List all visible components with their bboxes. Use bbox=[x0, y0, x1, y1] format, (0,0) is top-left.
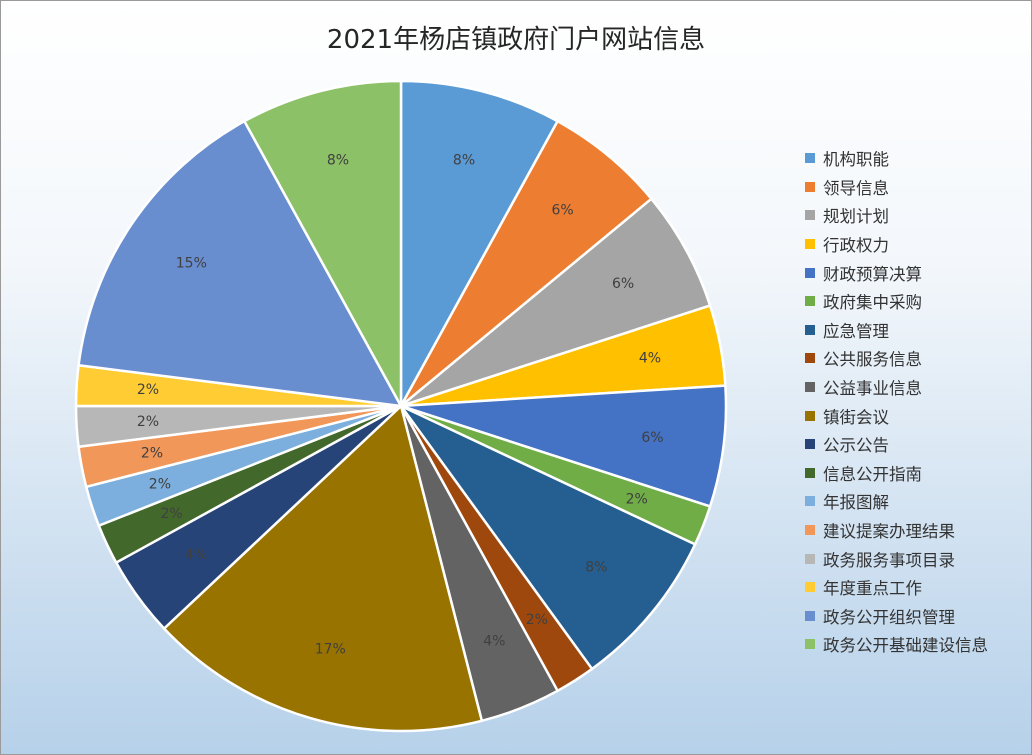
legend-swatch-8 bbox=[805, 382, 815, 393]
legend-item-7: 公共服务信息 bbox=[805, 344, 988, 373]
legend-item-0: 机构职能 bbox=[805, 144, 988, 173]
pie-slice-17 bbox=[243, 79, 403, 408]
pie-slice-9 bbox=[162, 404, 484, 733]
pie-slice-label-14: 2% bbox=[137, 414, 159, 430]
legend-swatch-5 bbox=[805, 296, 815, 307]
legend-swatch-9 bbox=[805, 410, 815, 421]
legend-label-10: 公示公告 bbox=[823, 436, 889, 456]
pie-slice-label-10: 4% bbox=[185, 547, 207, 563]
legend-label-12: 年报图解 bbox=[823, 493, 889, 513]
legend-swatch-4 bbox=[805, 267, 815, 278]
legend-swatch-13 bbox=[805, 525, 815, 536]
pie-slice-16 bbox=[77, 119, 403, 408]
legend-item-2: 规划计划 bbox=[805, 201, 988, 230]
legend-label-7: 公共服务信息 bbox=[823, 350, 922, 370]
pie-slice-label-5: 2% bbox=[626, 491, 648, 507]
pie-slice-label-0: 8% bbox=[453, 152, 475, 168]
legend-label-9: 镇街会议 bbox=[823, 407, 889, 427]
legend-item-5: 政府集中采购 bbox=[805, 287, 988, 316]
pie-slice-label-16: 15% bbox=[176, 256, 207, 272]
pie-slice-label-8: 4% bbox=[483, 634, 505, 650]
chart-title: 2021年杨店镇政府门户网站信息 bbox=[326, 25, 706, 55]
pie-slice-1 bbox=[399, 119, 653, 408]
legend-item-12: 年报图解 bbox=[805, 487, 988, 516]
pie-slice-label-4: 6% bbox=[641, 430, 663, 446]
pie-slice-label-7: 2% bbox=[526, 612, 548, 628]
legend-swatch-2 bbox=[805, 210, 815, 221]
legend-item-17: 政务公开基础建设信息 bbox=[805, 630, 988, 659]
legend-swatch-1 bbox=[805, 181, 815, 192]
legend: 机构职能领导信息规划计划行政权力财政预算决算 政府集中采购 应急管理公共服务信息 公益… bbox=[805, 144, 988, 659]
legend-label-5: 政府集中采购 bbox=[823, 293, 922, 313]
pie-slice-label-9: 17% bbox=[315, 641, 346, 657]
pie-slice-label-13: 2% bbox=[141, 446, 163, 462]
legend-item-8: 公益事业信息 bbox=[805, 373, 988, 402]
legend-swatch-16 bbox=[805, 610, 815, 621]
legend-item-13: 建议提案办理结果 bbox=[805, 516, 988, 545]
pie-slice-label-15: 2% bbox=[137, 382, 159, 398]
pie-slice-0 bbox=[399, 79, 559, 408]
legend-label-4: 财政预算决算 bbox=[823, 264, 922, 284]
legend-item-11: 信息公开指南 bbox=[805, 459, 988, 488]
pie-slice-4 bbox=[399, 384, 728, 508]
legend-label-13: 建议提案办理结果 bbox=[823, 522, 955, 542]
legend-item-16: 政务公开组织管理 bbox=[805, 602, 988, 631]
legend-label-17: 政务公开基础建设信息 bbox=[823, 636, 988, 656]
legend-label-11: 信息公开指南 bbox=[823, 464, 922, 484]
legend-label-2: 规划计划 bbox=[823, 207, 889, 227]
legend-swatch-6 bbox=[805, 324, 815, 335]
pie-slice-2 bbox=[399, 197, 712, 408]
pie-slice-label-1: 6% bbox=[551, 203, 573, 219]
legend-item-6: 应急管理 bbox=[805, 316, 988, 345]
pie-slice-6 bbox=[399, 404, 697, 671]
legend-swatch-12 bbox=[805, 496, 815, 507]
legend-item-4: 财政预算决算 bbox=[805, 258, 988, 287]
legend-label-15: 年度重点工作 bbox=[823, 579, 922, 599]
legend-item-10: 公示公告 bbox=[805, 430, 988, 459]
legend-label-8: 公益事业信息 bbox=[823, 379, 922, 399]
legend-swatch-14 bbox=[805, 553, 815, 564]
pie-slice-label-2: 6% bbox=[612, 276, 634, 292]
legend-label-0: 机构职能 bbox=[823, 150, 889, 170]
legend-item-9: 镇街会议 bbox=[805, 401, 988, 430]
legend-label-1: 领导信息 bbox=[823, 178, 889, 198]
pie-slice-label-3: 4% bbox=[639, 351, 661, 367]
legend-item-14: 政务服务事项目录 bbox=[805, 544, 988, 573]
legend-label-16: 政务公开组织管理 bbox=[823, 607, 955, 627]
legend-item-15: 年度重点工作 bbox=[805, 573, 988, 602]
legend-swatch-15 bbox=[805, 582, 815, 593]
pie-slice-label-17: 8% bbox=[327, 152, 349, 168]
legend-swatch-0 bbox=[805, 153, 815, 164]
pie-slice-label-6: 8% bbox=[585, 560, 607, 576]
legend-label-6: 应急管理 bbox=[823, 321, 889, 341]
legend-item-1: 领导信息 bbox=[805, 173, 988, 202]
pie-slice-label-11: 2% bbox=[161, 506, 183, 522]
legend-swatch-10 bbox=[805, 439, 815, 450]
legend-swatch-7 bbox=[805, 353, 815, 364]
legend-swatch-3 bbox=[805, 239, 815, 250]
legend-label-14: 政务服务事项目录 bbox=[823, 550, 955, 570]
legend-swatch-11 bbox=[805, 467, 815, 478]
legend-swatch-17 bbox=[805, 639, 815, 650]
legend-item-3: 行政权力 bbox=[805, 230, 988, 259]
pie-slice-label-12: 2% bbox=[149, 476, 171, 492]
legend-label-3: 行政权力 bbox=[823, 236, 889, 256]
